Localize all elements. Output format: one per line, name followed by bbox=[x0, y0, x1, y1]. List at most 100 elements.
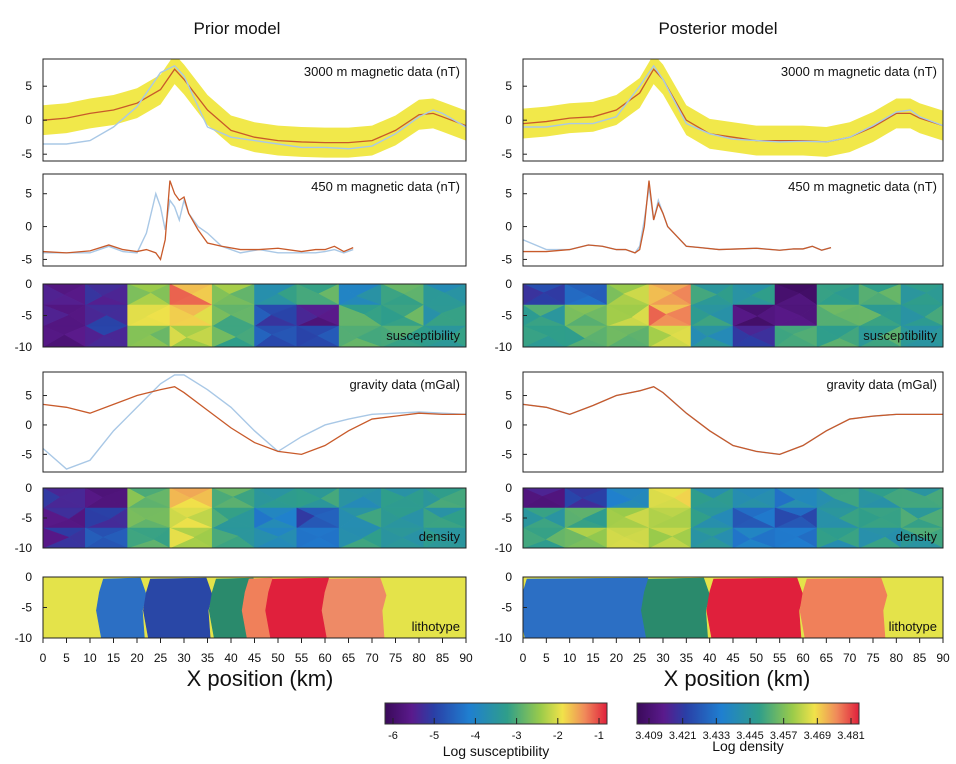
density-colorbar-ticks: 3.409 3.421 3.433 3.445 3.457 3.469 3.481 bbox=[635, 718, 865, 742]
posterior-susceptibility-cell bbox=[564, 284, 590, 306]
colorbar-tick-label: 3.433 bbox=[703, 730, 731, 742]
posterior-density-cell bbox=[816, 507, 840, 529]
posterior-mag450-axes-frame bbox=[522, 173, 944, 267]
x-tick-label: 10 bbox=[83, 651, 97, 665]
colorbar-tick-label: -5 bbox=[429, 730, 439, 742]
prior-susceptibility-cell bbox=[338, 304, 365, 327]
prior-susceptibility-cell bbox=[254, 304, 272, 327]
posterior-density-cell bbox=[690, 527, 714, 548]
prior-susceptibility-cell bbox=[338, 325, 357, 347]
prior-density-cell bbox=[85, 507, 112, 529]
x-tick-label: 55 bbox=[295, 651, 309, 665]
posterior-susceptibility-y-tick-label: -10 bbox=[495, 340, 513, 354]
posterior-density-plot-area bbox=[523, 488, 943, 548]
prior-mag450-panel: 5 0 -5 450 m magnetic data (nT) bbox=[21, 173, 467, 267]
posterior-density-cell bbox=[523, 507, 545, 529]
prior-lithotype-lithotype-unit bbox=[96, 577, 147, 638]
posterior-x-axis-label: X position (km) bbox=[664, 666, 811, 691]
posterior-density-cell bbox=[858, 507, 881, 529]
prior-susceptibility-cell bbox=[381, 304, 405, 327]
prior-mag450-y-tick-label: -5 bbox=[21, 252, 32, 266]
colorbar-tick-label: 3.457 bbox=[770, 730, 798, 742]
posterior-lithotype-lithotype-unit bbox=[706, 577, 804, 638]
prior-density-cell bbox=[381, 527, 403, 548]
posterior-density-cell bbox=[523, 527, 547, 548]
prior-x-axis-label: X position (km) bbox=[187, 666, 334, 691]
posterior-susceptibility-cell bbox=[774, 325, 794, 347]
prior-mag3000-y-tick-label: 0 bbox=[25, 113, 32, 127]
prior-lithotype-y-tick-label: 0 bbox=[25, 570, 32, 584]
x-tick-label: 85 bbox=[913, 651, 927, 665]
posterior-susceptibility-cell bbox=[900, 304, 926, 327]
x-tick-label: 40 bbox=[703, 651, 717, 665]
posterior-density-cell bbox=[774, 488, 796, 509]
posterior-susceptibility-y-tick-label: -5 bbox=[501, 309, 512, 323]
prior-mag3000-y-tick-label: -5 bbox=[21, 147, 32, 161]
prior-density-cell bbox=[85, 527, 104, 548]
posterior-density-y-tick-label: 0 bbox=[505, 481, 512, 495]
colorbar-tick-label: 3.469 bbox=[804, 730, 832, 742]
x-tick-label: 90 bbox=[459, 651, 473, 665]
prior-density-cell bbox=[254, 507, 274, 529]
prior-susceptibility-cell bbox=[85, 304, 107, 327]
prior-mag3000-panel: 5 0 -5 3000 m magnetic data (nT) bbox=[21, 58, 467, 162]
susceptibility-colorbar-ticks: -6 -5 -4 -3 -2 -1 bbox=[388, 718, 604, 742]
prior-density-y-tick-label: -5 bbox=[21, 511, 32, 525]
prior-susceptibility-panel-label: susceptibility bbox=[386, 328, 460, 343]
posterior-susceptibility-cell bbox=[564, 304, 585, 327]
prior-lithotype-y-tick-label: -5 bbox=[21, 601, 32, 615]
prior-density-panel: 0 -5 -10 density bbox=[15, 481, 467, 555]
colorbar-tick-label: 3.445 bbox=[736, 730, 764, 742]
posterior-susceptibility-cell bbox=[732, 284, 752, 306]
posterior-density-panel: 0 -5 -10 density bbox=[495, 481, 944, 555]
x-tick-label: 25 bbox=[633, 651, 647, 665]
posterior-density-cell bbox=[732, 488, 754, 509]
posterior-density-cell bbox=[648, 507, 674, 529]
colorbar-tick-label: -3 bbox=[512, 730, 522, 742]
prior-susceptibility-cell bbox=[211, 325, 237, 347]
posterior-susceptibility-panel-label: susceptibility bbox=[863, 328, 937, 343]
posterior-density-cell bbox=[648, 527, 673, 548]
posterior-gravity-y-tick-label: 0 bbox=[505, 418, 512, 432]
posterior-density-cell bbox=[564, 488, 583, 509]
posterior-mag450-panel: 5 0 -5 450 m magnetic data (nT) bbox=[501, 173, 944, 267]
prior-gravity-panel-label: gravity data (mGal) bbox=[349, 377, 460, 392]
x-tick-label: 15 bbox=[107, 651, 121, 665]
x-tick-label: 90 bbox=[936, 651, 950, 665]
posterior-density-cell bbox=[606, 488, 633, 509]
prior-density-cell bbox=[211, 488, 234, 509]
prior-mag450-panel-label: 450 m magnetic data (nT) bbox=[311, 179, 460, 194]
prior-density-cell bbox=[127, 488, 146, 509]
posterior-density-cell bbox=[606, 507, 625, 529]
posterior-susceptibility-cell bbox=[523, 325, 549, 347]
prior-mag3000-model-line bbox=[43, 68, 466, 144]
prior-column-title: Prior model bbox=[194, 19, 281, 38]
prior-susceptibility-cell bbox=[127, 325, 151, 347]
prior-density-cell bbox=[169, 527, 195, 548]
prior-susceptibility-cell bbox=[423, 304, 442, 327]
prior-density-panel-label: density bbox=[419, 529, 461, 544]
posterior-lithotype-lithotype-unit bbox=[523, 577, 654, 638]
posterior-density-cell bbox=[900, 507, 919, 529]
susceptibility-colorbar-label: Log susceptibility bbox=[443, 743, 550, 759]
prior-susceptibility-cell bbox=[127, 304, 147, 327]
posterior-susceptibility-cell bbox=[858, 284, 879, 306]
posterior-mag450-y-tick-label: 0 bbox=[505, 220, 512, 234]
prior-lithotype-y-tick-label: -10 bbox=[15, 631, 33, 645]
x-tick-label: 20 bbox=[610, 651, 624, 665]
prior-density-cell bbox=[423, 527, 443, 548]
x-tick-label: 55 bbox=[773, 651, 787, 665]
x-tick-label: 70 bbox=[365, 651, 379, 665]
posterior-density-cell bbox=[732, 527, 751, 548]
posterior-mag450-plot-area bbox=[523, 180, 832, 254]
posterior-susceptibility-cell bbox=[732, 325, 751, 347]
posterior-density-y-tick-label: -10 bbox=[495, 541, 513, 555]
posterior-density-cell bbox=[858, 527, 886, 548]
x-tick-label: 50 bbox=[750, 651, 764, 665]
prior-susceptibility-cell bbox=[338, 284, 357, 306]
susceptibility-colorbar-gradient bbox=[384, 702, 608, 725]
posterior-density-cell bbox=[858, 488, 884, 509]
prior-susceptibility-cell bbox=[43, 304, 70, 327]
x-tick-label: 80 bbox=[890, 651, 904, 665]
prior-susceptibility-y-tick-label: 0 bbox=[25, 277, 32, 291]
